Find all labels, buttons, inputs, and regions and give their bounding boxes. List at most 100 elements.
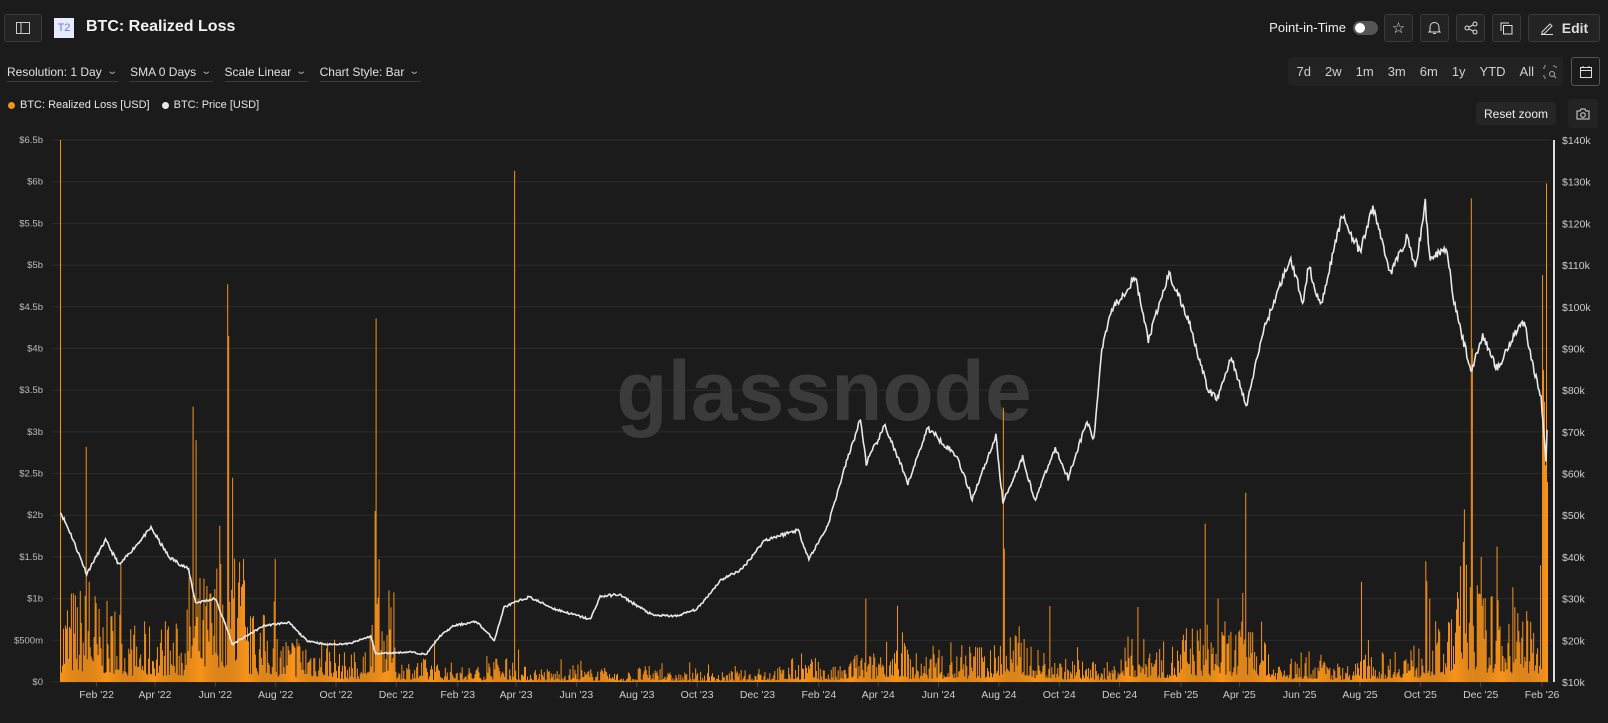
loss-bar [768, 679, 770, 682]
loss-bar [88, 581, 90, 682]
loss-bar [288, 650, 290, 682]
loss-bar [801, 653, 803, 682]
range-1y[interactable]: 1y [1451, 64, 1466, 79]
copy-icon [1500, 22, 1513, 34]
loss-bar [504, 676, 506, 682]
loss-bar [822, 670, 824, 682]
loss-bar [529, 674, 531, 682]
loss-bar [356, 668, 358, 682]
loss-bar [1278, 666, 1280, 682]
loss-bar [135, 666, 137, 682]
loss-bar [1013, 671, 1015, 682]
loss-bar [934, 667, 936, 682]
loss-bar [207, 629, 209, 682]
loss-bar [390, 607, 392, 682]
edit-button[interactable]: Edit [1528, 14, 1600, 42]
loss-bar [1290, 658, 1292, 682]
loss-bar [1044, 664, 1046, 682]
left-axis-tick: $2.5b [19, 469, 43, 480]
loss-bar [588, 670, 590, 682]
loss-bar [312, 676, 314, 682]
loss-bar [1254, 652, 1256, 682]
right-axis-tick: $10k [1562, 677, 1586, 689]
zoom-select-icon[interactable] [1543, 65, 1557, 79]
range-ytd[interactable]: YTD [1479, 64, 1506, 79]
loss-bar [1328, 669, 1330, 682]
loss-bar [576, 679, 578, 682]
loss-bar [1539, 665, 1541, 682]
legend-item-price[interactable]: BTC: Price [USD] [161, 99, 259, 111]
date-picker-button[interactable] [1571, 57, 1600, 86]
reset-zoom-button[interactable]: Reset zoom [1476, 102, 1556, 125]
sma-dropdown[interactable]: SMA 0 Days ⌄ [130, 62, 213, 82]
loss-bar [398, 673, 400, 682]
loss-bar [339, 678, 341, 682]
loss-bar [198, 651, 200, 682]
loss-bar [500, 676, 502, 682]
loss-bar [802, 668, 804, 682]
loss-bar [881, 667, 883, 682]
loss-bar [1073, 678, 1075, 682]
range-1m[interactable]: 1m [1355, 64, 1374, 79]
loss-bar [679, 680, 681, 682]
point-in-time-toggle[interactable] [1353, 21, 1378, 35]
loss-bar [355, 678, 357, 682]
favorite-button[interactable]: ☆ [1384, 14, 1413, 42]
range-all[interactable]: All [1519, 64, 1534, 79]
loss-bar [1322, 664, 1324, 682]
loss-bar [1361, 678, 1363, 682]
resolution-dropdown[interactable]: Resolution: 1 Day ⌄ [7, 62, 119, 82]
range-3m[interactable]: 3m [1387, 64, 1406, 79]
range-6m[interactable]: 6m [1419, 64, 1438, 79]
alert-button[interactable] [1420, 14, 1449, 42]
loss-bar [1486, 672, 1488, 682]
duplicate-button[interactable] [1492, 14, 1521, 42]
loss-bar [505, 659, 507, 682]
screenshot-button[interactable] [1568, 99, 1598, 128]
loss-bar [1190, 674, 1192, 682]
loss-bar [1431, 671, 1433, 682]
loss-bar [382, 672, 384, 682]
loss-bar [220, 563, 222, 682]
loss-bar [424, 660, 426, 682]
loss-bar [318, 670, 320, 682]
legend-item-realized-loss[interactable]: BTC: Realized Loss [USD] [8, 99, 150, 111]
loss-bar [786, 679, 788, 682]
loss-bar [332, 676, 334, 682]
bell-icon [1428, 22, 1441, 34]
range-2w[interactable]: 2w [1325, 64, 1342, 79]
loss-bar [1160, 677, 1162, 682]
loss-bar [541, 674, 543, 682]
loss-bar [836, 679, 838, 682]
loss-bar [535, 674, 537, 682]
loss-bar [685, 674, 687, 682]
loss-bar [1443, 653, 1445, 682]
loss-bar [637, 668, 639, 682]
share-button[interactable] [1456, 14, 1485, 42]
loss-bar [219, 525, 221, 682]
scale-dropdown[interactable]: Scale Linear ⌄ [224, 62, 308, 82]
loss-bar [1342, 667, 1344, 682]
loss-bar [60, 140, 61, 682]
loss-bar [1349, 674, 1351, 682]
loss-bar [1095, 671, 1097, 682]
loss-bar [1237, 666, 1239, 682]
loss-bar [506, 658, 508, 682]
loss-bar [1317, 667, 1319, 682]
loss-bar [1371, 675, 1373, 682]
loss-bar [422, 675, 424, 682]
loss-bar [499, 671, 501, 682]
loss-bar [1243, 644, 1245, 682]
loss-bar [765, 679, 767, 682]
loss-bar [1440, 672, 1442, 682]
loss-bar [423, 658, 425, 682]
loss-bar [796, 678, 798, 682]
range-7d[interactable]: 7d [1296, 64, 1311, 79]
toggle-sidebar-button[interactable] [4, 14, 42, 42]
loss-bar [718, 679, 720, 682]
loss-bar [1074, 665, 1076, 682]
loss-bar [658, 680, 660, 682]
star-icon: ☆ [1391, 20, 1406, 37]
chart-style-dropdown[interactable]: Chart Style: Bar ⌄ [319, 62, 421, 82]
